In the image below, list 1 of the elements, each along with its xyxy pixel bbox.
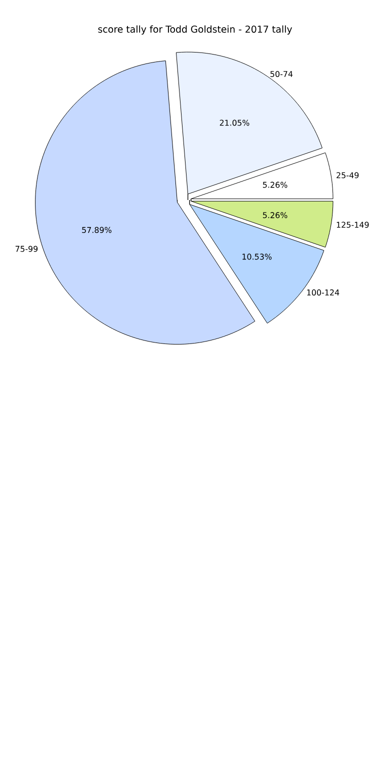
chart-title: score tally for Todd Goldstein - 2017 tally: [98, 25, 292, 35]
